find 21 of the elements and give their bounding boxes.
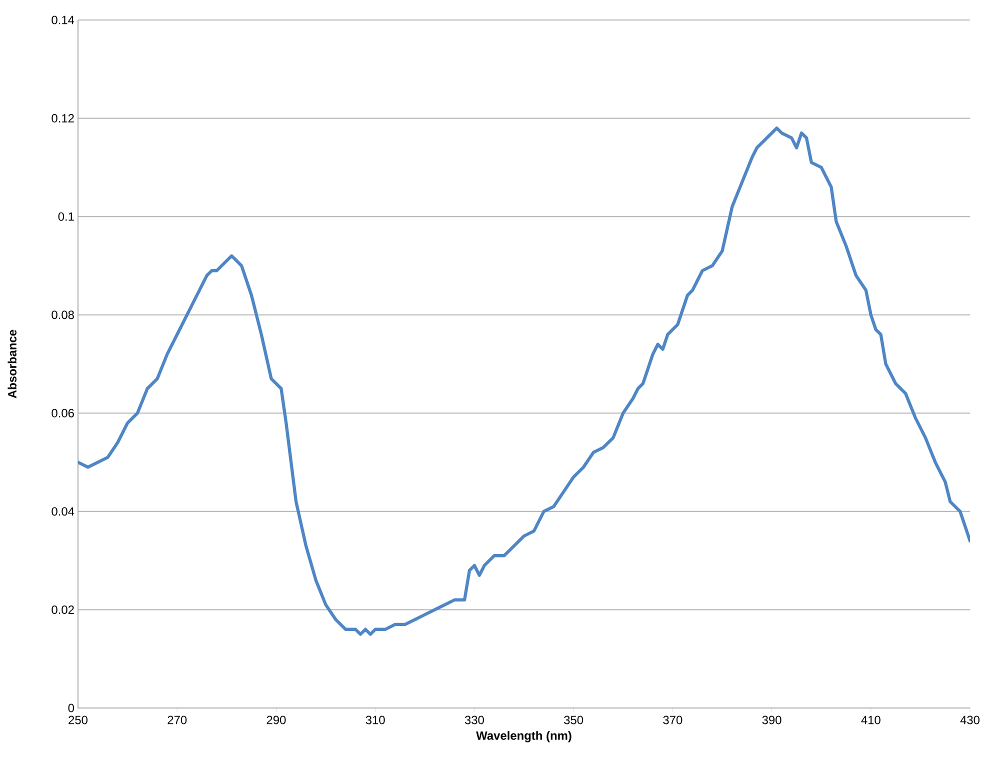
y-tick-label: 0.08 xyxy=(52,310,74,320)
y-axis-title: Absorbance xyxy=(8,330,16,398)
y-tick-label: 0 xyxy=(68,704,74,712)
x-tick-label: 270 xyxy=(168,716,187,724)
x-tick-label: 430 xyxy=(960,716,980,724)
x-tick-label: 290 xyxy=(266,716,286,724)
y-tick-label: 0.1 xyxy=(58,212,74,221)
x-tick-label: 310 xyxy=(366,716,385,724)
x-tick-label: 370 xyxy=(663,716,682,724)
y-tick-label: 0.12 xyxy=(52,114,74,123)
x-tick-label: 330 xyxy=(464,716,484,724)
line-series xyxy=(78,126,970,636)
y-tick-label: 0.04 xyxy=(52,507,74,516)
y-tick-label: 0.14 xyxy=(52,16,74,24)
x-tick-label: 350 xyxy=(564,716,584,724)
x-tick-label: 250 xyxy=(68,716,88,724)
x-axis-title: Wavelength (nm) xyxy=(476,731,572,742)
y-tick-label: 0.06 xyxy=(52,408,74,418)
y-tick-label: 0.02 xyxy=(52,605,74,614)
x-tick-label: 410 xyxy=(861,716,880,724)
x-tick-label: 390 xyxy=(762,716,782,724)
